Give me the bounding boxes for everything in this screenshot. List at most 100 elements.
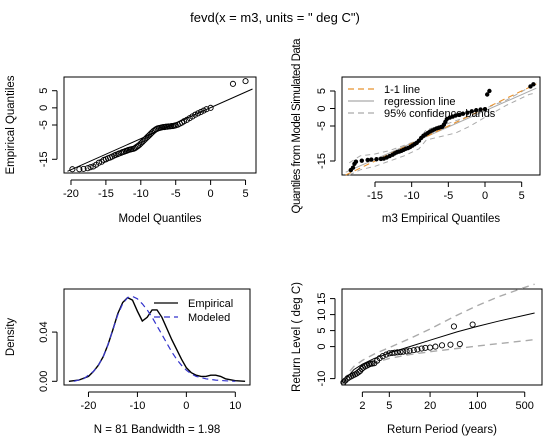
data-point: [465, 110, 470, 115]
confidence-band-lower: [349, 92, 537, 176]
y-tick-label: -5: [316, 121, 328, 131]
data-point: [432, 343, 439, 350]
y-tick-label: 5: [316, 88, 328, 94]
data-point: [181, 118, 188, 125]
x-axis-title: Return Period (years): [387, 424, 497, 436]
legend-label: Modeled: [188, 312, 230, 324]
x-tick-label: -5: [171, 188, 181, 200]
data-point: [195, 110, 202, 117]
data-point: [456, 340, 463, 348]
y-axis-title: Empirical Quantiles: [5, 75, 17, 174]
data-point: [192, 111, 199, 118]
data-point: [350, 165, 356, 170]
data-point: [357, 367, 364, 374]
y-tick-label: 0: [316, 105, 328, 111]
data-point: [200, 107, 207, 114]
x-tick-label: 0: [482, 190, 488, 202]
data-point: [242, 78, 249, 85]
data-point: [400, 348, 407, 355]
x-tick-label: 0: [208, 188, 214, 200]
legend-label: regression line: [384, 96, 456, 108]
data-point: [478, 107, 483, 112]
y-tick-label: -15: [38, 151, 50, 167]
panel-1: -20 -15 -10 -5 0 5 -15 -5 0 5 Model Quantiles Empir…: [5, 75, 257, 225]
y-tick-label: 0: [38, 105, 50, 111]
data-point: [482, 107, 488, 112]
x-tick-label: -10: [129, 400, 145, 412]
upper-confidence-line: [342, 283, 535, 382]
data-point: [365, 157, 370, 163]
legend-label: 95% confidence bands: [384, 108, 496, 120]
data-point: [531, 82, 536, 87]
data-point: [383, 351, 390, 358]
data-point: [369, 360, 376, 367]
y-tick-label: 10: [316, 308, 328, 320]
confidence-band-upper: [349, 81, 537, 164]
data-point: [203, 106, 210, 113]
figure-title: fevd(x = m3, units = " deg C"): [190, 10, 360, 25]
data-point: [340, 379, 347, 386]
data-point: [406, 347, 413, 354]
data-point: [487, 88, 492, 94]
y-tick-label: -10: [316, 371, 328, 387]
y-tick-label: 5: [316, 328, 328, 334]
data-point: [418, 345, 425, 352]
x-tick-label: 5: [242, 188, 248, 200]
legend-label: Empirical: [188, 298, 233, 310]
plot-frame: [63, 76, 257, 174]
x-tick-label: 20: [424, 400, 436, 412]
x-tick-label: 2: [359, 400, 365, 412]
data-point: [229, 80, 237, 87]
data-point: [469, 321, 476, 328]
data-point: [95, 159, 102, 166]
data-point: [207, 104, 214, 111]
y-axis-title: Quantiles from Model Simulated Data: [291, 38, 303, 214]
x-tick-label: -10: [133, 188, 149, 200]
data-point: [80, 165, 87, 172]
return-level-line: [342, 312, 535, 384]
y-tick-label: 0.04: [38, 321, 50, 342]
data-point: [403, 348, 410, 355]
plot-frame: [63, 288, 251, 386]
data-point: [376, 355, 383, 362]
x-tick-label: 100: [468, 400, 486, 412]
y-tick-label: -15: [316, 153, 328, 169]
data-point: [87, 164, 94, 171]
x-tick-label: 10: [229, 400, 241, 412]
data-point: [460, 111, 466, 116]
y-axis-title: Density: [5, 318, 17, 357]
y-tick-label: 0: [316, 344, 328, 350]
x-tick-label: 5: [519, 190, 525, 202]
data-point: [342, 377, 349, 384]
x-tick-label: -15: [98, 188, 114, 200]
x-axis-title: N = 81 Bandwidth = 1.98: [94, 424, 221, 436]
y-tick-label: -5: [38, 120, 50, 130]
data-point: [450, 323, 457, 330]
x-tick-label: 0: [183, 400, 189, 412]
data-point: [457, 112, 462, 118]
data-point: [197, 108, 204, 116]
x-axis-title: Model Quantiles: [118, 213, 201, 225]
data-point: [410, 347, 417, 354]
data-point: [414, 346, 421, 353]
data-point: [447, 341, 454, 348]
data-point: [453, 113, 458, 118]
legend-label: 1-1 line: [384, 84, 420, 96]
data-point: [369, 157, 374, 162]
data-point: [397, 348, 404, 356]
data-point: [391, 349, 398, 356]
y-tick-label: 15: [316, 292, 328, 304]
data-point: [438, 342, 446, 349]
data-point: [76, 166, 83, 173]
data-point: [84, 165, 91, 172]
x-tick-label: -10: [404, 190, 420, 202]
x-tick-label: 500: [516, 400, 534, 412]
data-point: [474, 108, 479, 113]
x-tick-label: -5: [443, 190, 453, 202]
data-point: [379, 353, 386, 360]
panel-2: -15 -10 -5 0 5 -15 -5 0 5 m3 Empirical Quantiles Q…: [291, 38, 541, 225]
x-tick-label: -15: [367, 190, 383, 202]
data-point: [359, 158, 364, 163]
data-point: [355, 369, 362, 376]
